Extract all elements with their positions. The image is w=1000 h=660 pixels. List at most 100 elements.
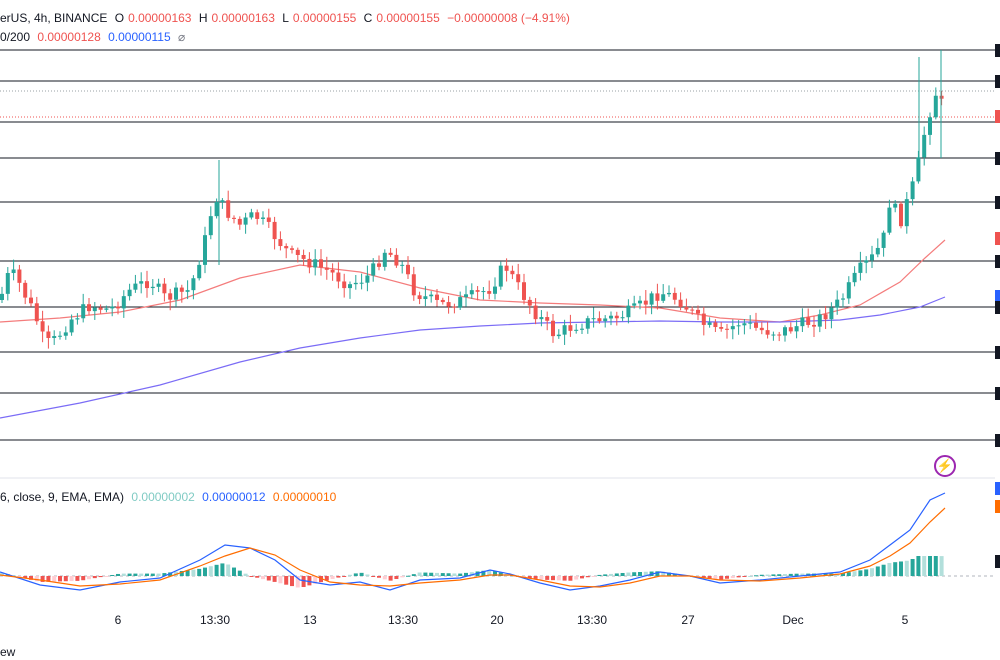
candle-body [684, 306, 689, 310]
macd-histogram-bar [910, 558, 915, 576]
price-axis-marker [995, 232, 1000, 245]
macd-histogram-bar [730, 576, 735, 579]
candle [551, 314, 555, 343]
price-axis-marker [995, 387, 1000, 400]
price-axis-marker [995, 301, 1000, 314]
macd-histogram-bar [75, 576, 80, 581]
visibility-icon[interactable]: ⌀ [177, 30, 186, 44]
candle [52, 330, 57, 345]
macd-legend[interactable]: 6, close, 9, EMA, EMA) 0.00000002 0.0000… [0, 490, 340, 504]
candle-body [272, 221, 277, 240]
macd-histogram-bar [179, 570, 184, 576]
candle [846, 276, 851, 304]
macd-histogram-bar [794, 573, 799, 576]
macd-histogram-bar [110, 575, 115, 577]
macd-histogram-bar [603, 574, 608, 576]
macd-histogram-bar [319, 576, 323, 583]
macd-histogram-bar [487, 570, 492, 576]
candle-body [220, 200, 225, 203]
candle-body [614, 315, 619, 319]
macd-histogram-bar [493, 571, 497, 576]
candle [736, 320, 741, 335]
macd-histogram-bar [301, 576, 306, 587]
x-axis-label: 13 [303, 613, 317, 627]
candle-body [655, 293, 660, 301]
candle-body [417, 295, 422, 300]
candle-body [800, 317, 805, 327]
candle-body [388, 252, 393, 255]
ma-legend[interactable]: 0/200 0.00000128 0.00000115 ⌀ [0, 30, 189, 44]
candle [684, 298, 689, 312]
candle [556, 329, 561, 339]
macd-histogram-bar [922, 556, 927, 576]
candle-body [487, 291, 492, 294]
lightning-icon[interactable]: ⚡ [934, 455, 956, 477]
macd-histogram-bar [295, 576, 300, 588]
macd-histogram-bar [220, 563, 225, 576]
candle-body [765, 330, 770, 335]
price-axis-marker [995, 255, 1000, 268]
macd-histogram-bar [87, 576, 91, 580]
candle-body [667, 292, 671, 295]
candle [17, 264, 22, 292]
price-axis-marker [995, 434, 1000, 447]
candle-body [237, 218, 242, 225]
candle [371, 258, 376, 282]
candle-body [638, 300, 642, 304]
candle [545, 311, 550, 331]
candle-body [922, 134, 927, 158]
candle [133, 274, 138, 293]
candle [626, 299, 631, 324]
macd-histogram-bar [661, 571, 666, 576]
symbol-label[interactable]: erUS, 4h, BINANCE [0, 11, 108, 25]
candle [783, 325, 787, 342]
candle [40, 310, 45, 343]
macd-histogram-bar [226, 564, 231, 576]
candle-body [127, 289, 132, 297]
macd-histogram-bar [446, 573, 451, 576]
candle [765, 321, 770, 339]
price-axis-marker [995, 75, 1000, 88]
candle-body [81, 304, 86, 319]
candle [493, 277, 497, 300]
macd-histogram-bar [353, 573, 358, 576]
macd-legend-label: 6, close, 9, EMA, EMA) [0, 490, 125, 504]
macd-histogram-bar [232, 567, 236, 576]
candle-body [841, 298, 845, 300]
macd-histogram-bar [841, 573, 845, 576]
candle-body [301, 254, 306, 259]
candle [516, 263, 521, 290]
macd-histogram-bar [40, 576, 45, 582]
candle-body [777, 334, 782, 336]
candle [643, 289, 648, 315]
candle [928, 112, 932, 145]
candle [498, 261, 503, 290]
candle [771, 331, 776, 341]
candle [672, 287, 677, 305]
candle [881, 230, 886, 257]
macd-histogram-bar [336, 576, 341, 578]
macd-histogram-bar [348, 574, 352, 576]
candle [255, 209, 260, 225]
candle [522, 273, 526, 305]
candle [435, 288, 439, 307]
candle [806, 308, 811, 328]
candle-body [150, 286, 155, 289]
candle-body [446, 302, 451, 307]
macd-histogram-bar [92, 576, 97, 579]
price-axis-marker [995, 290, 1000, 303]
candle-body [458, 297, 463, 308]
candle-body [377, 263, 381, 267]
macd-histogram-bar [887, 562, 892, 576]
candle-body [464, 294, 468, 298]
macd-histogram-bar [162, 573, 167, 576]
candle-body [719, 327, 724, 329]
macd-histogram-bar [928, 556, 932, 576]
candle-body [562, 325, 567, 335]
macd-histogram-bar [116, 573, 120, 576]
macd-histogram-bar [464, 572, 468, 576]
candle [58, 331, 62, 340]
candle [220, 198, 225, 209]
macd-histogram-bar [261, 576, 265, 580]
